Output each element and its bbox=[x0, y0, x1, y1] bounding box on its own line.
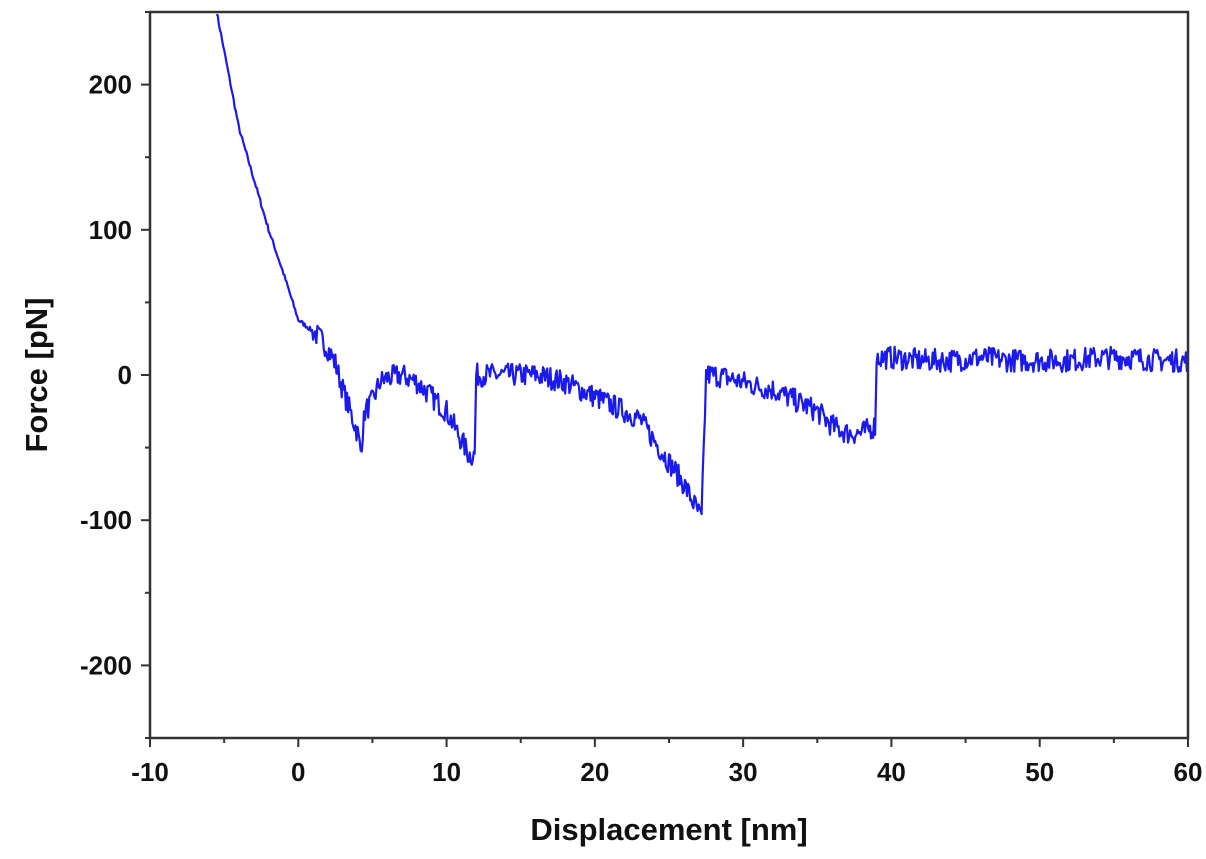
x-tick-label: 60 bbox=[1174, 757, 1203, 787]
plot-frame bbox=[148, 10, 1190, 740]
x-tick-label: 40 bbox=[877, 757, 906, 787]
x-tick-label: 0 bbox=[291, 757, 305, 787]
x-axis-title: Displacement [nm] bbox=[530, 812, 807, 847]
x-tick-label: 30 bbox=[729, 757, 758, 787]
x-tick-label: 10 bbox=[432, 757, 461, 787]
x-tick-label: -10 bbox=[131, 757, 169, 787]
y-axis-title: Force [pN] bbox=[19, 298, 54, 453]
y-tick-label: -200 bbox=[80, 650, 132, 680]
y-tick-label: -100 bbox=[80, 505, 132, 535]
y-tick-label: 0 bbox=[118, 360, 132, 390]
y-tick-label: 100 bbox=[89, 215, 132, 245]
y-axis-ticks: -200 -100 0 100 200 bbox=[80, 11, 150, 739]
y-tick-label: 200 bbox=[89, 70, 132, 100]
x-tick-label: 20 bbox=[580, 757, 609, 787]
series-line-force bbox=[215, 13, 1188, 516]
x-axis-ticks: -10 0 10 20 30 40 50 60 bbox=[131, 738, 1202, 787]
x-tick-label: 50 bbox=[1025, 757, 1054, 787]
